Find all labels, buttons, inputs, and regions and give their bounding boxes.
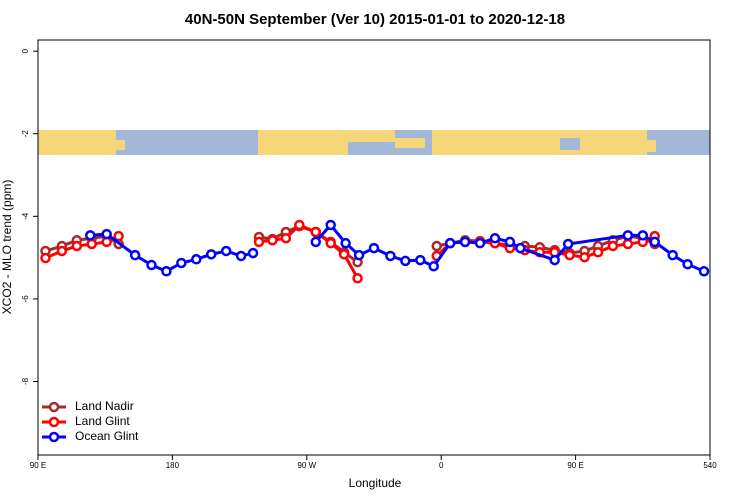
legend-label: Ocean Glint bbox=[75, 429, 139, 443]
point bbox=[191, 254, 202, 265]
point bbox=[220, 245, 232, 257]
point bbox=[444, 237, 456, 249]
point bbox=[352, 273, 363, 284]
legend-label: Land Glint bbox=[75, 414, 130, 428]
plot-frame bbox=[37, 39, 711, 456]
legend-marker bbox=[48, 401, 60, 413]
y-tick-label: -2 bbox=[21, 130, 30, 138]
point bbox=[431, 240, 442, 252]
point bbox=[579, 251, 590, 263]
x-tick-label: 90 W bbox=[297, 461, 316, 470]
y-tick-label: -8 bbox=[21, 377, 30, 385]
point bbox=[562, 238, 574, 250]
point bbox=[294, 219, 305, 231]
point bbox=[637, 230, 649, 241]
point bbox=[253, 236, 265, 248]
point bbox=[129, 249, 141, 261]
point bbox=[353, 249, 365, 261]
point bbox=[622, 230, 634, 241]
point bbox=[428, 261, 439, 272]
point bbox=[247, 247, 259, 259]
x-axis-label: Longitude bbox=[349, 476, 402, 490]
x-tick-label: 90 E bbox=[567, 461, 583, 470]
point bbox=[515, 242, 526, 254]
point bbox=[310, 226, 322, 238]
point bbox=[698, 265, 710, 277]
point bbox=[56, 245, 68, 257]
legend-label: Land Nadir bbox=[75, 399, 134, 413]
point bbox=[161, 265, 172, 277]
chart-title: 40N-50N September (Ver 10) 2015-01-01 to… bbox=[185, 11, 565, 28]
point bbox=[607, 240, 619, 252]
x-tick-label: 180 bbox=[166, 461, 180, 470]
y-tick-label: -6 bbox=[21, 295, 30, 303]
y-axis-label: XCO2 - MLO trend (ppm) bbox=[0, 180, 14, 315]
x-tick-label: 90 E bbox=[30, 461, 46, 470]
point bbox=[280, 232, 292, 244]
point bbox=[474, 237, 486, 249]
point bbox=[310, 236, 322, 248]
point bbox=[101, 228, 112, 240]
point bbox=[564, 249, 575, 261]
point bbox=[113, 230, 124, 242]
y-tick-label: 0 bbox=[21, 48, 30, 53]
x-tick-label: 0 bbox=[439, 461, 444, 470]
point bbox=[622, 238, 634, 250]
point bbox=[146, 259, 157, 271]
legend-marker bbox=[48, 416, 60, 428]
point bbox=[176, 257, 187, 269]
point bbox=[400, 255, 411, 267]
point bbox=[415, 254, 426, 266]
map-strip bbox=[38, 130, 710, 155]
point bbox=[85, 230, 96, 241]
point bbox=[71, 240, 83, 252]
point bbox=[205, 249, 217, 260]
point bbox=[667, 249, 678, 261]
point bbox=[504, 236, 516, 248]
point bbox=[338, 249, 350, 260]
point bbox=[340, 237, 351, 249]
point bbox=[592, 246, 604, 258]
point bbox=[40, 252, 51, 264]
point bbox=[549, 254, 560, 266]
legend-marker bbox=[48, 431, 60, 443]
point bbox=[385, 250, 396, 262]
point bbox=[682, 258, 693, 270]
point bbox=[235, 250, 247, 262]
point bbox=[649, 236, 660, 248]
point bbox=[368, 242, 380, 254]
point bbox=[459, 236, 471, 248]
point bbox=[325, 237, 336, 249]
point bbox=[489, 232, 501, 244]
x-tick-label: 540 bbox=[703, 461, 717, 470]
y-tick-label: -4 bbox=[21, 212, 30, 220]
point bbox=[325, 219, 336, 231]
point bbox=[267, 235, 278, 246]
point bbox=[86, 238, 98, 250]
